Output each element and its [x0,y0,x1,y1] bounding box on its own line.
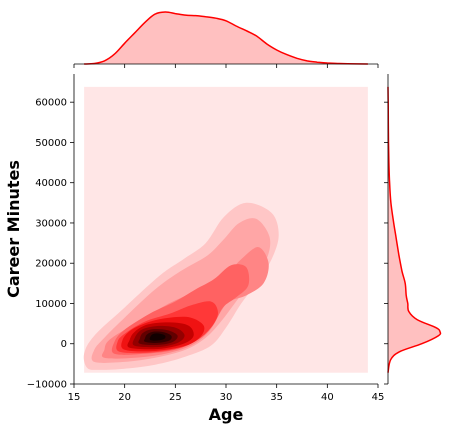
marginal-x-ticks [73,64,379,68]
y-tick-label: −10000 [27,380,67,391]
x-tick-label: 35 [270,392,283,403]
x-tick-label: 25 [169,392,182,403]
marginal-y-density-fill [388,86,441,373]
y-tick-label: 10000 [35,299,67,310]
x-tick-label: 30 [220,392,233,403]
y-tick-label: 60000 [35,98,67,109]
y-axis-title: Career Minutes [4,160,23,298]
x-tick-label: 20 [118,392,131,403]
y-tick-label: 20000 [35,259,67,270]
x-axis-ticks: 15 20 25 30 35 40 45 [68,384,385,403]
joint-plot: 15 20 25 30 35 40 45 −10000 0 10000 20000 30000 400… [4,74,384,424]
x-tick-label: 40 [321,392,334,403]
kde-contour-levels [83,202,279,370]
marginal-x-density-line [84,11,368,65]
y-tick-label: 30000 [35,218,67,229]
kde-level-11 [149,333,166,341]
marginal-x-plot [73,11,379,68]
x-axis-title: Age [209,405,244,424]
marginal-y-plot [384,74,442,385]
marginal-y-density-line [387,86,442,373]
marginal-y-ticks [384,101,388,385]
y-tick-label: 0 [61,339,67,350]
y-tick-label: 40000 [35,178,67,189]
y-tick-label: 50000 [35,138,67,149]
marginal-x-density-fill [84,11,368,64]
x-tick-label: 15 [68,392,81,403]
y-axis-ticks: −10000 0 10000 20000 30000 40000 50000 60000 [27,98,74,391]
x-tick-label: 45 [372,392,385,403]
